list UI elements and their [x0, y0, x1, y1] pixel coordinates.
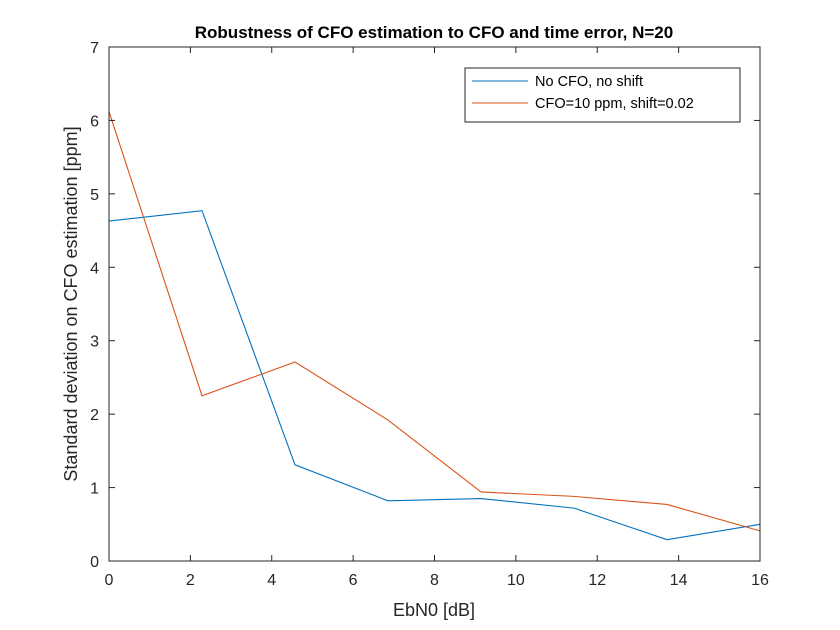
legend: No CFO, no shift CFO=10 ppm, shift=0.02: [464, 67, 741, 123]
x-tick-label: 16: [751, 572, 769, 589]
y-tick-label: 4: [90, 260, 99, 277]
x-tick-label: 6: [349, 572, 358, 589]
legend-box: [464, 67, 741, 123]
data-point: [573, 508, 574, 509]
y-tick-label: 1: [90, 481, 99, 498]
data-point: [480, 498, 481, 499]
y-axis-label: Standard deviation on CFO estimation [pp…: [61, 126, 81, 481]
x-tick-label: 0: [105, 572, 114, 589]
x-tick-label: 14: [670, 572, 688, 589]
data-point: [201, 210, 202, 211]
y-tick-label: 6: [90, 113, 99, 130]
legend-label-2: CFO=10 ppm, shift=0.02: [535, 96, 694, 112]
x-tick-label: 12: [588, 572, 606, 589]
data-point: [573, 496, 574, 497]
x-tick-label: 2: [186, 572, 195, 589]
data-point: [387, 419, 388, 420]
data-point: [666, 504, 667, 505]
series-line-2: [108, 111, 761, 532]
legend-label-1: No CFO, no shift: [535, 74, 643, 90]
data-point: [201, 395, 202, 396]
y-axis: 0 1 2 3 4 5 6 7: [90, 40, 760, 571]
x-axis: 0 2 4 6 8 10 12 14 16: [105, 47, 769, 589]
x-tick-label: 4: [267, 572, 276, 589]
chart-title: Robustness of CFO estimation to CFO and …: [195, 23, 673, 42]
x-tick-label: 8: [430, 572, 439, 589]
y-tick-label: 7: [90, 40, 99, 57]
y-tick-label: 0: [90, 554, 99, 571]
x-axis-label: EbN0 [dB]: [393, 600, 475, 620]
x-tick-label: 10: [507, 572, 525, 589]
plot-area: [108, 46, 761, 562]
plot-background: [109, 47, 760, 561]
series-layer: [108, 111, 761, 541]
y-tick-label: 5: [90, 187, 99, 204]
data-point: [480, 491, 481, 492]
data-point: [387, 500, 388, 501]
y-tick-label: 3: [90, 334, 99, 351]
y-tick-label: 2: [90, 407, 99, 424]
data-point: [294, 361, 295, 362]
series-line-1: [108, 210, 761, 541]
data-point: [294, 464, 295, 465]
data-point: [666, 539, 667, 540]
